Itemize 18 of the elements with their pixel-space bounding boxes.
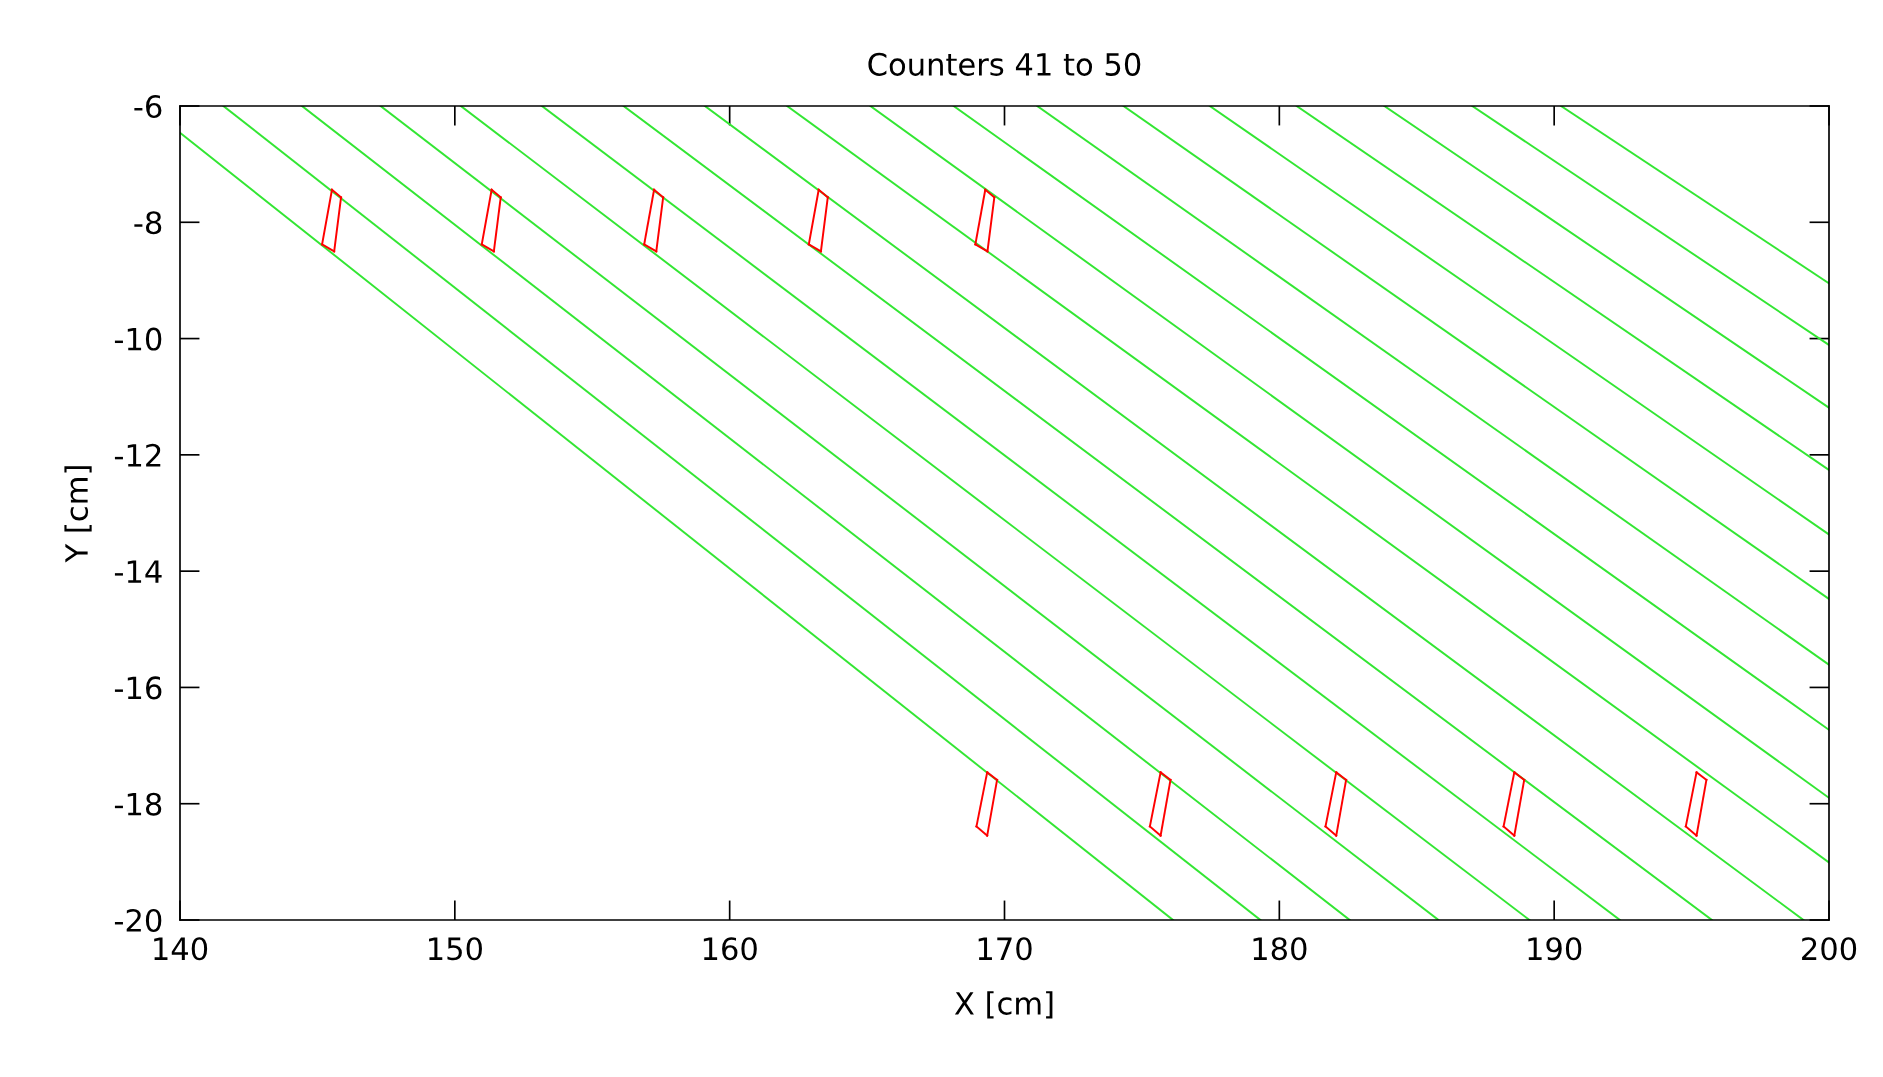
x-tick-label: 180 — [1253, 937, 1307, 961]
x-tick-label: 190 — [1528, 937, 1582, 961]
x-tick-label: 160 — [703, 937, 757, 961]
y-axis-title: Y [cm] — [64, 466, 92, 563]
chart-title: Counters 41 to 50 — [868, 52, 1141, 76]
x-axis-title: X [cm] — [954, 991, 1053, 1019]
x-tick-label: 150 — [429, 937, 482, 961]
y-tick-label: -16 — [114, 676, 162, 700]
y-tick-label: -20 — [114, 908, 162, 933]
y-tick-label: -18 — [114, 792, 162, 816]
y-tick-label: -6 — [134, 94, 162, 119]
y-tick-label: -12 — [114, 443, 161, 467]
x-tick-label: 140 — [154, 937, 208, 961]
y-tick-label: -10 — [114, 327, 162, 351]
x-tick-label: 170 — [978, 937, 1032, 961]
x-tick-label: 200 — [1802, 937, 1857, 961]
y-tick-label: -14 — [114, 560, 162, 583]
y-tick-label: -8 — [134, 211, 162, 235]
